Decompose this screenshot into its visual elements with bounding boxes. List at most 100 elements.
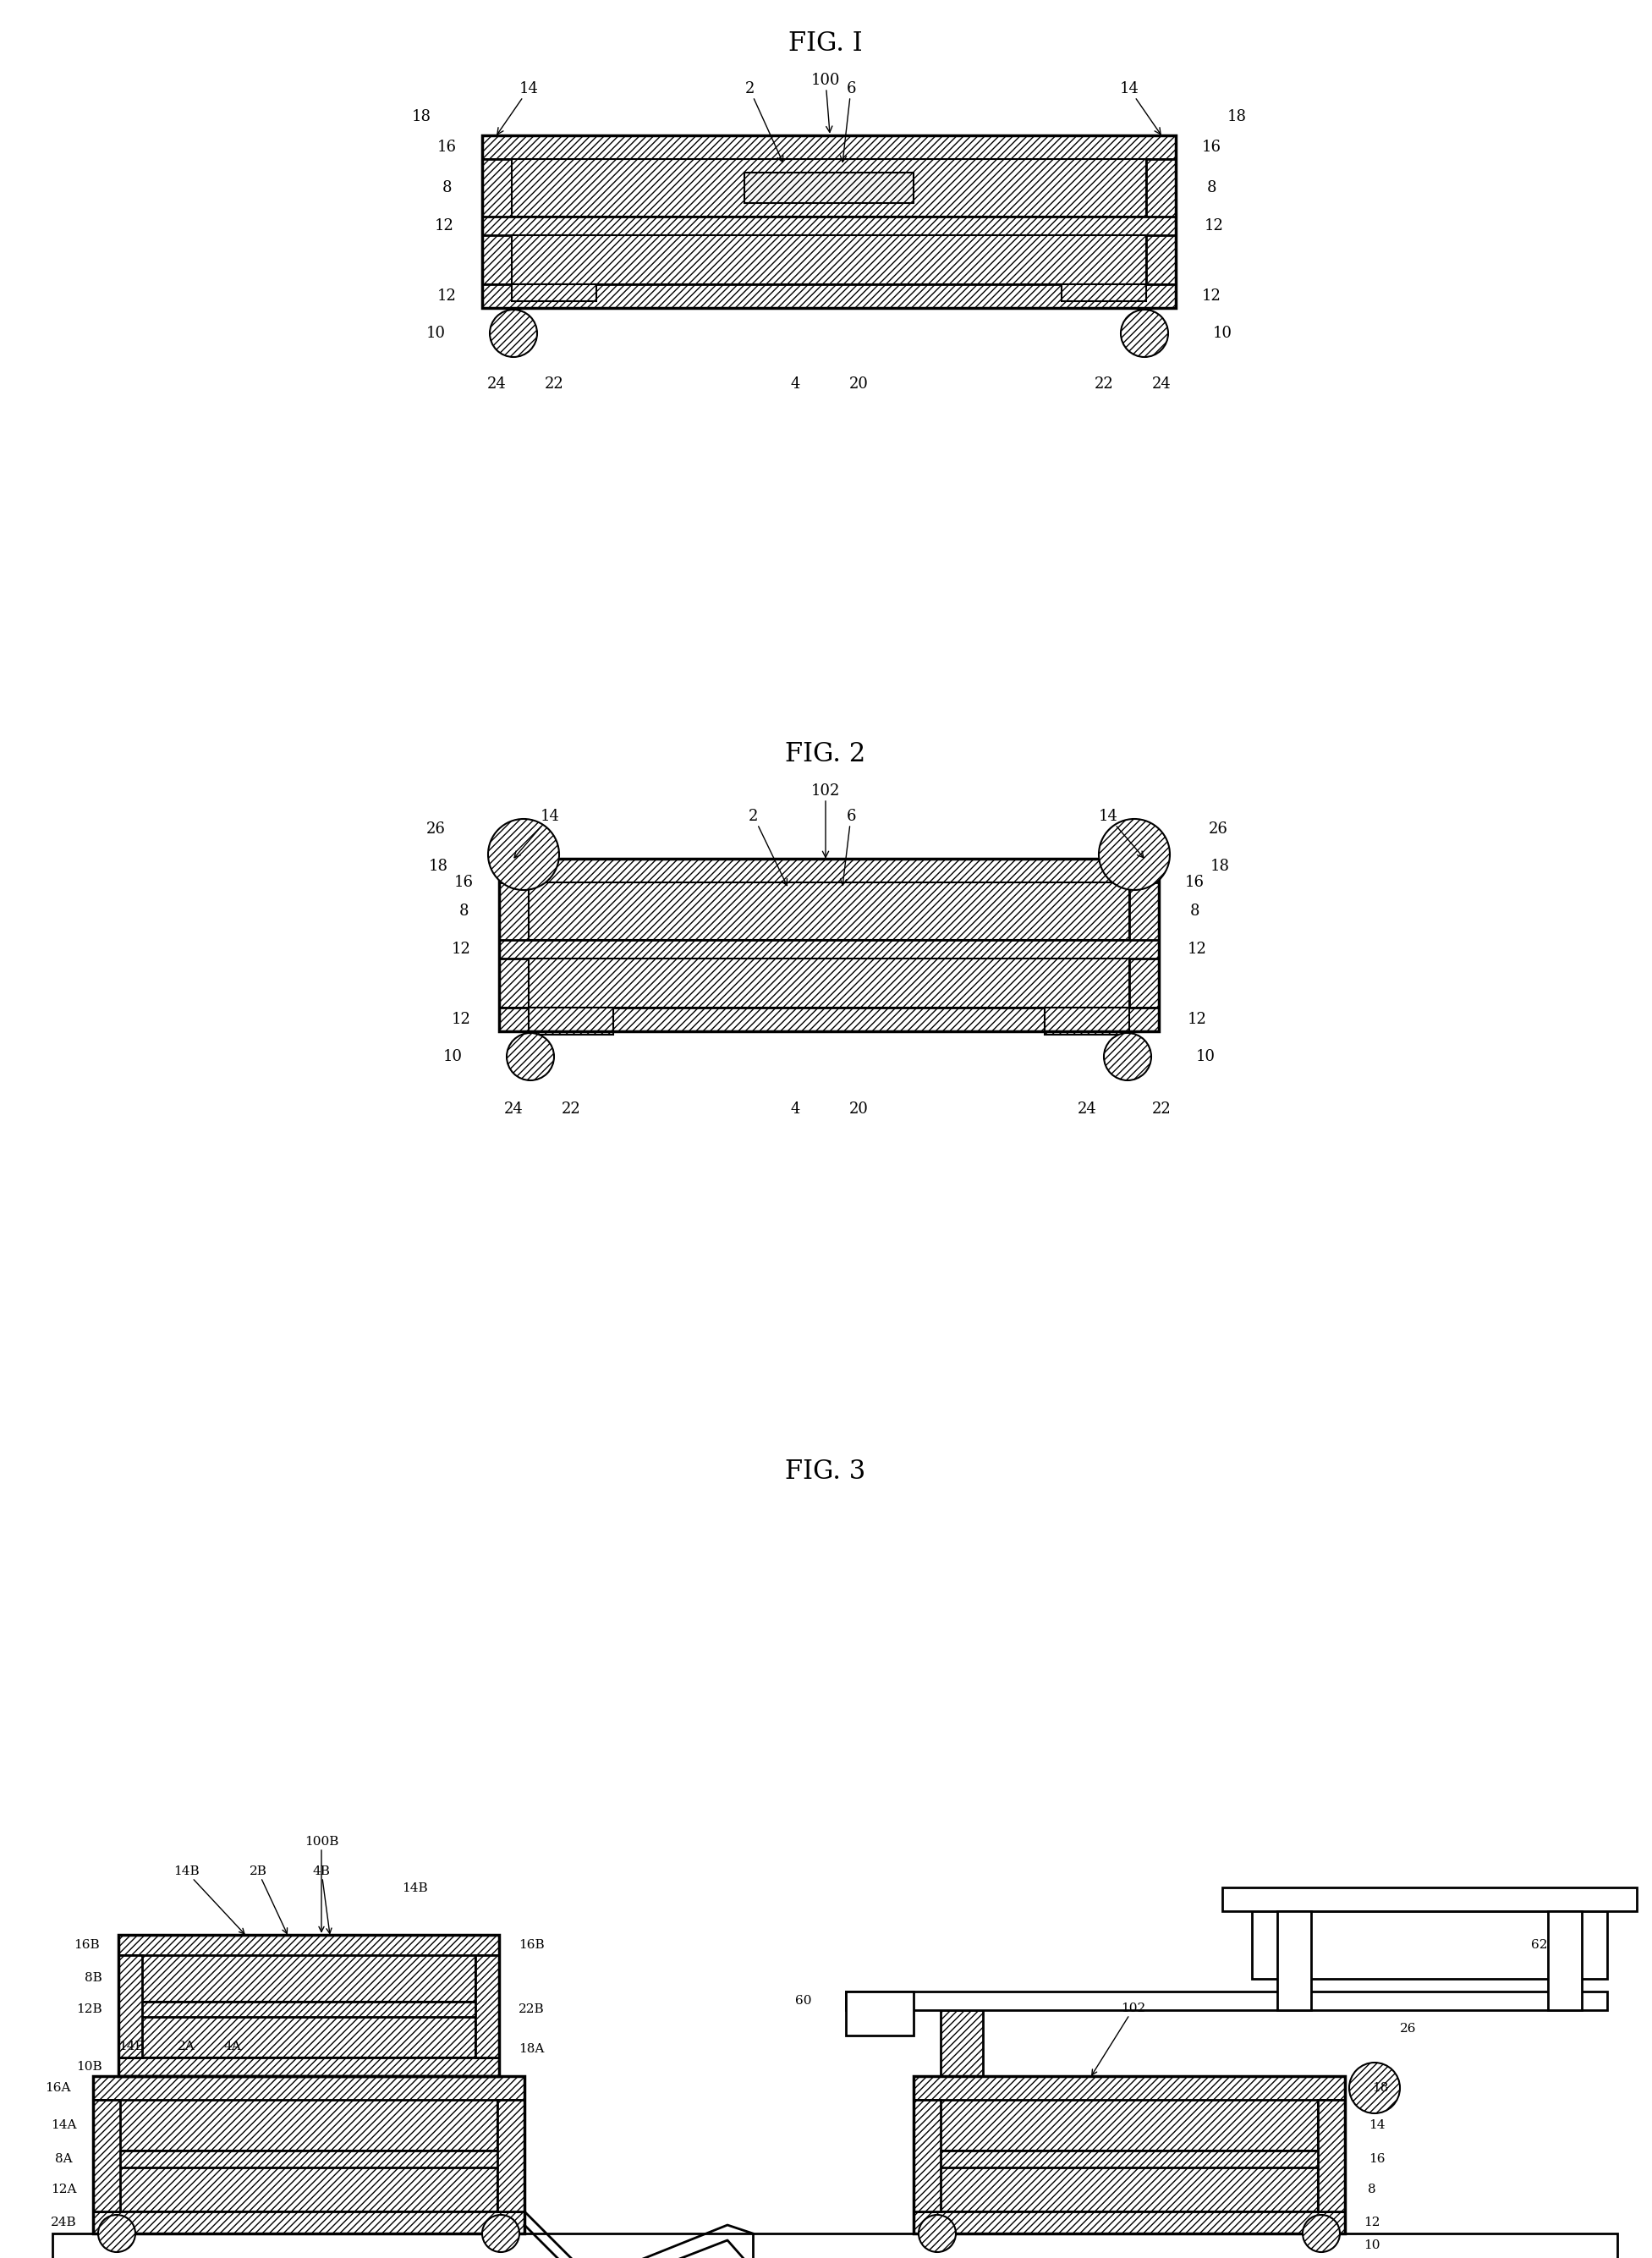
Bar: [119, 2057, 499, 2075]
Text: 22: 22: [562, 1102, 580, 1118]
Text: 16B: 16B: [73, 1940, 99, 1951]
Text: 18: 18: [1227, 108, 1246, 124]
Text: 18: 18: [1209, 858, 1229, 874]
Bar: [121, 2100, 497, 2150]
Bar: [940, 2100, 1318, 2150]
Text: 16: 16: [1370, 2154, 1386, 2165]
Text: 16: 16: [1184, 874, 1204, 890]
Circle shape: [97, 2215, 135, 2251]
Circle shape: [487, 820, 558, 890]
Text: 12: 12: [451, 1012, 471, 1027]
Bar: [499, 1007, 1158, 1032]
Bar: [1548, 1910, 1583, 2010]
Text: 20: 20: [849, 377, 869, 391]
Circle shape: [1120, 309, 1168, 357]
Text: 24: 24: [1077, 1102, 1097, 1118]
Bar: [1222, 1888, 1637, 1910]
Text: 22: 22: [545, 377, 563, 391]
Text: 16A: 16A: [45, 2082, 71, 2093]
Text: 18A: 18A: [519, 2043, 544, 2055]
Bar: [482, 158, 512, 285]
Bar: [529, 960, 1130, 1007]
Bar: [119, 1955, 142, 2057]
Text: 10: 10: [1365, 2240, 1381, 2251]
Text: 12: 12: [1201, 289, 1221, 305]
Bar: [1277, 1910, 1312, 2010]
Text: 2: 2: [748, 808, 786, 885]
Text: 8B: 8B: [84, 1971, 102, 1985]
Text: 4: 4: [790, 377, 800, 391]
Text: 10: 10: [443, 1050, 463, 1064]
Bar: [512, 235, 1146, 285]
Text: 12: 12: [1204, 219, 1224, 233]
Bar: [93, 2075, 524, 2100]
Bar: [499, 939, 1158, 960]
Text: 12: 12: [1188, 1012, 1206, 1027]
Text: 2A: 2A: [177, 2041, 195, 2053]
Text: 14: 14: [514, 808, 560, 858]
Circle shape: [482, 2215, 519, 2251]
Bar: [119, 1935, 499, 1955]
Bar: [482, 135, 1176, 158]
Bar: [1130, 883, 1158, 1007]
Text: 16B: 16B: [519, 1940, 544, 1951]
Bar: [846, 1992, 914, 2034]
Bar: [914, 2075, 1345, 2100]
Text: 10B: 10B: [76, 2062, 102, 2073]
Bar: [529, 1007, 613, 1034]
Bar: [93, 2211, 524, 2233]
Text: 18: 18: [411, 108, 431, 124]
Bar: [499, 858, 1158, 883]
Bar: [497, 2100, 524, 2211]
Text: 8: 8: [1368, 2183, 1376, 2195]
Bar: [499, 883, 529, 1007]
Text: 16: 16: [1201, 140, 1221, 156]
Bar: [499, 858, 1158, 1032]
Bar: [940, 2010, 983, 2075]
Text: 24B: 24B: [51, 2217, 76, 2229]
Bar: [1062, 285, 1146, 300]
Bar: [142, 2016, 476, 2057]
Bar: [914, 2100, 940, 2211]
Bar: [1044, 1007, 1130, 1034]
Bar: [529, 883, 1130, 939]
Text: 4A: 4A: [223, 2041, 241, 2053]
Bar: [93, 2075, 524, 2233]
Text: 16: 16: [436, 140, 456, 156]
Text: 12: 12: [1188, 942, 1206, 957]
Text: 18: 18: [1373, 2082, 1389, 2093]
Bar: [914, 2150, 1345, 2168]
Text: 12: 12: [436, 289, 456, 305]
Bar: [93, 2150, 524, 2168]
Bar: [142, 1955, 476, 2001]
Text: 14B: 14B: [401, 1883, 428, 1894]
Text: 14: 14: [1120, 81, 1161, 133]
Bar: [846, 1992, 1607, 2010]
Bar: [940, 2168, 1318, 2211]
Bar: [1146, 158, 1176, 285]
Text: 14B: 14B: [173, 1865, 244, 1933]
Bar: [121, 2168, 497, 2211]
Circle shape: [507, 1032, 553, 1079]
Text: 8: 8: [1189, 903, 1199, 919]
Bar: [476, 1955, 499, 2057]
Text: 24: 24: [504, 1102, 524, 1118]
Text: 2B: 2B: [249, 1865, 287, 1933]
Text: 26: 26: [426, 822, 446, 838]
Text: 14B: 14B: [119, 2041, 144, 2053]
Bar: [482, 285, 1176, 307]
Text: 12: 12: [434, 219, 454, 233]
Text: 24: 24: [1151, 377, 1171, 391]
Text: 10: 10: [1213, 325, 1232, 341]
Text: 14: 14: [1370, 2120, 1386, 2132]
Text: 14A: 14A: [51, 2120, 76, 2132]
Text: 8: 8: [441, 181, 451, 196]
Text: 10: 10: [1196, 1050, 1216, 1064]
Text: 6: 6: [841, 808, 856, 885]
Text: 26: 26: [1208, 822, 1227, 838]
Text: 2: 2: [745, 81, 783, 163]
Text: 18: 18: [428, 858, 448, 874]
Text: 100B: 100B: [304, 1836, 339, 1933]
Circle shape: [489, 309, 537, 357]
Bar: [512, 158, 1146, 217]
